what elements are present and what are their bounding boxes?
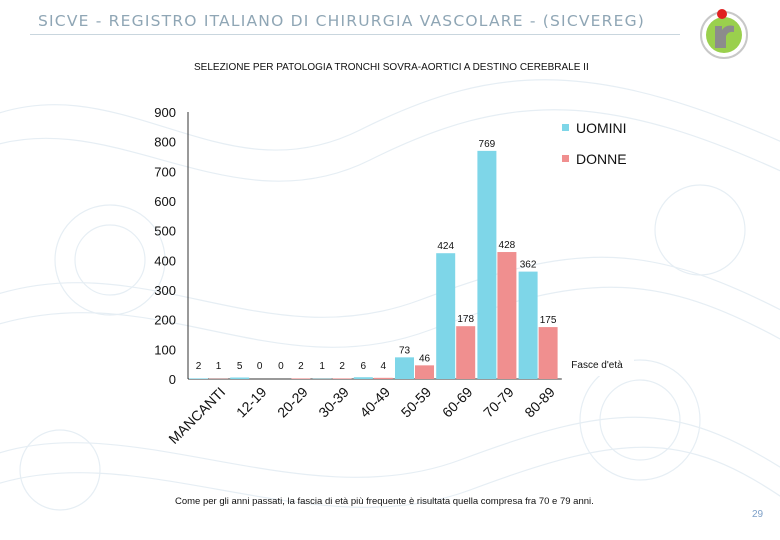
data-label: 2 <box>339 361 345 372</box>
bar-donne <box>291 378 311 379</box>
data-label: 769 <box>479 139 496 150</box>
data-label: 428 <box>499 240 516 251</box>
y-tick-label: 700 <box>154 164 176 179</box>
x-tick-label: 40-49 <box>356 384 393 421</box>
legend-swatch-donne <box>562 155 569 162</box>
x-tick-label: 60-69 <box>439 384 476 421</box>
x-tick-label: 12-19 <box>233 384 270 421</box>
bar-uomini <box>395 357 414 379</box>
data-label: 2 <box>196 361 202 372</box>
data-label: 175 <box>540 315 557 326</box>
legend-label-uomini: UOMINI <box>576 120 627 136</box>
data-label: 1 <box>319 361 325 372</box>
x-axis-label: Fasce d'età <box>560 354 634 376</box>
data-label: 4 <box>381 361 387 372</box>
legend-label-donne: DONNE <box>576 151 627 167</box>
data-label: 73 <box>399 345 411 356</box>
bar-donne <box>415 365 434 379</box>
bar-donne <box>456 326 476 379</box>
x-tick-label: 20-29 <box>274 384 311 421</box>
data-label: 0 <box>257 361 263 372</box>
y-tick-label: 600 <box>154 194 176 209</box>
data-label: 362 <box>520 260 537 271</box>
y-tick-label: 800 <box>154 135 176 150</box>
chart-subtitle: SELEZIONE PER PATOLOGIA TRONCHI SOVRA-AO… <box>194 62 589 73</box>
y-tick-label: 0 <box>169 372 176 387</box>
bar-uomini <box>353 377 373 379</box>
page-number: 29 <box>752 509 764 520</box>
header-divider <box>30 34 680 35</box>
data-label: 6 <box>361 361 367 372</box>
bar-uomini <box>477 150 497 379</box>
y-tick-label: 100 <box>154 342 176 357</box>
data-label: 46 <box>419 353 431 364</box>
bar-donne <box>332 378 352 379</box>
y-tick-label: 400 <box>154 253 176 268</box>
x-tick-label: 30-39 <box>315 384 352 421</box>
bar-donne <box>538 327 558 379</box>
x-tick-label: MANCANTI <box>165 384 228 447</box>
x-tick-label: 70-79 <box>480 384 517 421</box>
y-tick-label: 200 <box>154 313 176 328</box>
data-label: 178 <box>457 314 474 325</box>
bar-uomini <box>189 378 208 379</box>
legend-swatch-uomini <box>562 124 569 131</box>
bar-uomini <box>436 253 456 379</box>
data-label: 0 <box>278 361 284 372</box>
footnote: Come per gli anni passati, la fascia di … <box>175 496 594 507</box>
data-label: 424 <box>437 241 454 252</box>
y-tick-label: 500 <box>154 224 176 239</box>
bar-uomini <box>518 271 538 379</box>
bar-donne <box>497 252 517 379</box>
data-label: 2 <box>298 361 304 372</box>
data-label: 1 <box>216 361 222 372</box>
bar-donne <box>373 377 393 379</box>
y-tick-label: 300 <box>154 283 176 298</box>
y-tick-label: 900 <box>154 105 176 120</box>
sicve-logo-icon <box>700 9 748 59</box>
header-title: SICVE - REGISTRO ITALIANO DI CHIRURGIA V… <box>38 12 646 30</box>
x-tick-label: 80-89 <box>521 384 558 421</box>
bar-uomini <box>230 377 250 379</box>
x-tick-label: 50-59 <box>398 384 435 421</box>
data-label: 5 <box>237 361 243 372</box>
